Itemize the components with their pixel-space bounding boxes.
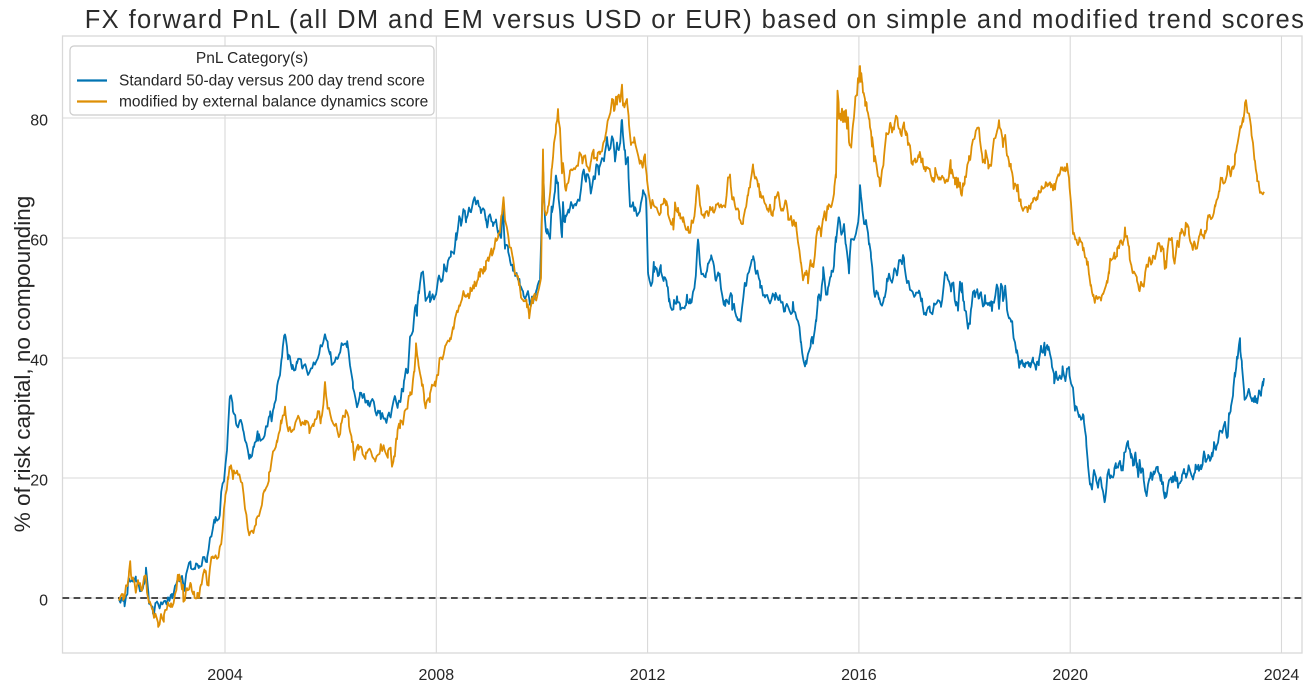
svg-text:PnL Category(s): PnL Category(s) bbox=[196, 50, 308, 67]
svg-text:80: 80 bbox=[30, 113, 48, 130]
svg-text:% of risk capital, no compound: % of risk capital, no compounding bbox=[10, 196, 35, 532]
svg-text:2020: 2020 bbox=[1052, 667, 1088, 684]
svg-text:FX forward PnL (all DM and EM: FX forward PnL (all DM and EM versus USD… bbox=[85, 6, 1306, 34]
svg-text:Standard 50-day versus 200 day: Standard 50-day versus 200 day trend sco… bbox=[119, 73, 425, 90]
svg-text:0: 0 bbox=[39, 593, 48, 610]
svg-text:2004: 2004 bbox=[207, 667, 243, 684]
svg-text:40: 40 bbox=[30, 353, 48, 370]
svg-text:60: 60 bbox=[30, 233, 48, 250]
svg-text:20: 20 bbox=[30, 473, 48, 490]
svg-text:2012: 2012 bbox=[630, 667, 666, 684]
svg-text:2024: 2024 bbox=[1264, 667, 1300, 684]
svg-text:2008: 2008 bbox=[419, 667, 455, 684]
svg-text:2016: 2016 bbox=[841, 667, 877, 684]
svg-text:modified by external balance d: modified by external balance dynamics sc… bbox=[119, 94, 428, 111]
